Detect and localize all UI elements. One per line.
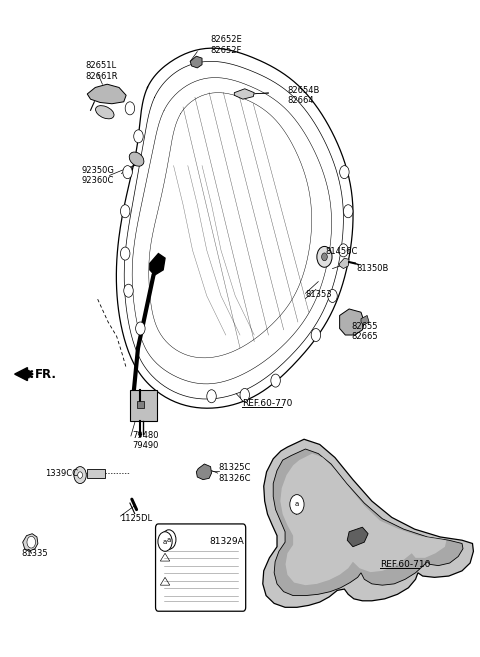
FancyBboxPatch shape (156, 524, 246, 611)
Circle shape (123, 166, 132, 179)
Circle shape (136, 322, 145, 335)
Circle shape (134, 130, 143, 143)
Text: 81353: 81353 (305, 290, 332, 299)
Polygon shape (14, 367, 27, 380)
Circle shape (207, 390, 216, 403)
Text: a: a (295, 501, 299, 507)
Text: 82651L
82661R: 82651L 82661R (86, 62, 118, 81)
Circle shape (240, 388, 250, 401)
Polygon shape (340, 309, 364, 335)
Text: 82652E
82652F: 82652E 82652F (210, 35, 241, 55)
Polygon shape (87, 84, 126, 104)
Circle shape (162, 530, 176, 549)
Polygon shape (23, 533, 38, 551)
Polygon shape (196, 464, 212, 480)
Circle shape (340, 166, 349, 179)
Polygon shape (361, 315, 369, 325)
Text: 81456C: 81456C (325, 247, 358, 256)
Polygon shape (340, 258, 349, 269)
Polygon shape (87, 468, 105, 478)
Polygon shape (273, 449, 463, 596)
Bar (137, 401, 144, 408)
Text: 1339CC: 1339CC (46, 468, 78, 478)
Circle shape (317, 246, 332, 267)
Circle shape (120, 247, 130, 260)
Circle shape (290, 495, 304, 514)
Text: 81325C
81326C: 81325C 81326C (219, 463, 251, 483)
Polygon shape (280, 453, 446, 585)
Polygon shape (347, 527, 368, 547)
Circle shape (311, 328, 321, 342)
Text: a: a (167, 537, 171, 543)
Polygon shape (234, 89, 254, 99)
Circle shape (74, 466, 86, 484)
Circle shape (125, 102, 135, 115)
Circle shape (78, 472, 83, 478)
Text: 92350G
92360C: 92350G 92360C (81, 166, 114, 185)
Circle shape (343, 205, 353, 217)
Polygon shape (150, 254, 165, 275)
Circle shape (27, 536, 36, 548)
FancyBboxPatch shape (130, 390, 157, 421)
Text: 1125DL: 1125DL (120, 514, 153, 523)
Text: 81350B: 81350B (356, 264, 389, 273)
Circle shape (120, 205, 130, 217)
Text: 81335: 81335 (22, 549, 48, 558)
Circle shape (322, 253, 327, 261)
Text: REF.60-710: REF.60-710 (380, 560, 431, 569)
Circle shape (339, 244, 348, 257)
Text: 79480
79490: 79480 79490 (132, 431, 158, 450)
Text: a: a (163, 539, 167, 545)
Text: 82654B
82664: 82654B 82664 (288, 85, 320, 105)
Circle shape (124, 284, 133, 297)
Text: 81329A: 81329A (209, 537, 244, 546)
Ellipse shape (129, 152, 144, 166)
Circle shape (328, 290, 337, 302)
Text: REF.60-770: REF.60-770 (242, 399, 293, 408)
Ellipse shape (96, 106, 114, 119)
Polygon shape (263, 440, 473, 607)
Text: 82655
82665: 82655 82665 (351, 322, 378, 342)
Polygon shape (190, 57, 202, 68)
Circle shape (158, 532, 172, 551)
Text: FR.: FR. (35, 368, 57, 380)
Circle shape (271, 374, 280, 387)
